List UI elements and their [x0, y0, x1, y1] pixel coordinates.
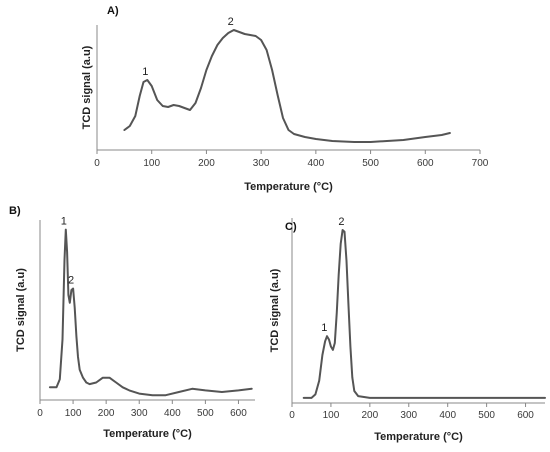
panel-a-x-tick-label: 600	[417, 158, 434, 169]
panel-b-peak-label-2: 2	[68, 274, 74, 286]
panel-a-series-line	[123, 29, 451, 143]
panel-b-x-tick-label: 200	[98, 408, 115, 419]
panel-b-x-tick-label: 500	[197, 408, 214, 419]
panel-b-x-tick-label: 300	[131, 408, 148, 419]
panel-b: 0 100 200 300 400 500 600 1 2 B) Temperature (°C) T…	[9, 205, 255, 440]
panel-a-peak-label-2: 2	[228, 16, 234, 28]
panel-b-y-axis-label: TCD signal (a.u)	[15, 268, 27, 352]
panel-c: 0 100 200 300 400 500 600 1 2 C) Temperature (°C) T…	[269, 216, 546, 443]
panel-b-x-tick-label: 600	[230, 408, 247, 419]
panel-c-x-tick-label: 500	[478, 410, 495, 421]
panel-a-label: A)	[107, 5, 119, 17]
panel-c-x-tick-label: 300	[400, 410, 417, 421]
panel-b-label: B)	[9, 205, 21, 217]
panel-c-x-tick-label: 100	[323, 410, 340, 421]
panel-a-x-tick-label: 400	[308, 158, 325, 169]
panel-c-series-line	[302, 229, 546, 399]
panel-a-x-tick-label: 100	[143, 158, 160, 169]
panel-c-x-tick-label: 600	[517, 410, 534, 421]
panel-b-series-line	[48, 228, 253, 397]
panel-c-x-tick-label: 400	[439, 410, 456, 421]
panel-c-peak-label-2: 2	[338, 216, 344, 228]
panel-a-x-axis-label: Temperature (°C)	[244, 181, 333, 193]
panel-a-x-tick-label: 200	[198, 158, 215, 169]
panel-c-x-tick-label: 200	[362, 410, 379, 421]
panel-c-y-axis-label: TCD signal (a.u)	[269, 268, 281, 352]
panel-c-x-tick-label: 0	[289, 410, 295, 421]
panel-a-peak-label-1: 1	[142, 66, 148, 78]
panel-c-label: C)	[285, 221, 297, 233]
panel-a-x-tick-label: 700	[472, 158, 489, 169]
panel-a-x-tick-label: 500	[362, 158, 379, 169]
panel-a-y-axis-label: TCD signal (a.u)	[81, 45, 93, 129]
panel-a: 0 100 200 300 400 500 600 700 1 2 A) Temperature (°…	[81, 5, 489, 193]
panel-b-x-axis-label: Temperature (°C)	[103, 428, 192, 440]
panel-c-x-axis-label: Temperature (°C)	[374, 431, 463, 443]
panel-b-x-tick-label: 400	[164, 408, 181, 419]
panel-b-x-tick-label: 0	[37, 408, 43, 419]
panel-a-x-tick-label: 0	[94, 158, 100, 169]
panel-c-peak-label-1: 1	[321, 322, 327, 334]
panel-b-x-tick-label: 100	[65, 408, 82, 419]
panel-a-x-tick-label: 300	[253, 158, 270, 169]
panel-b-peak-label-1: 1	[61, 216, 67, 228]
